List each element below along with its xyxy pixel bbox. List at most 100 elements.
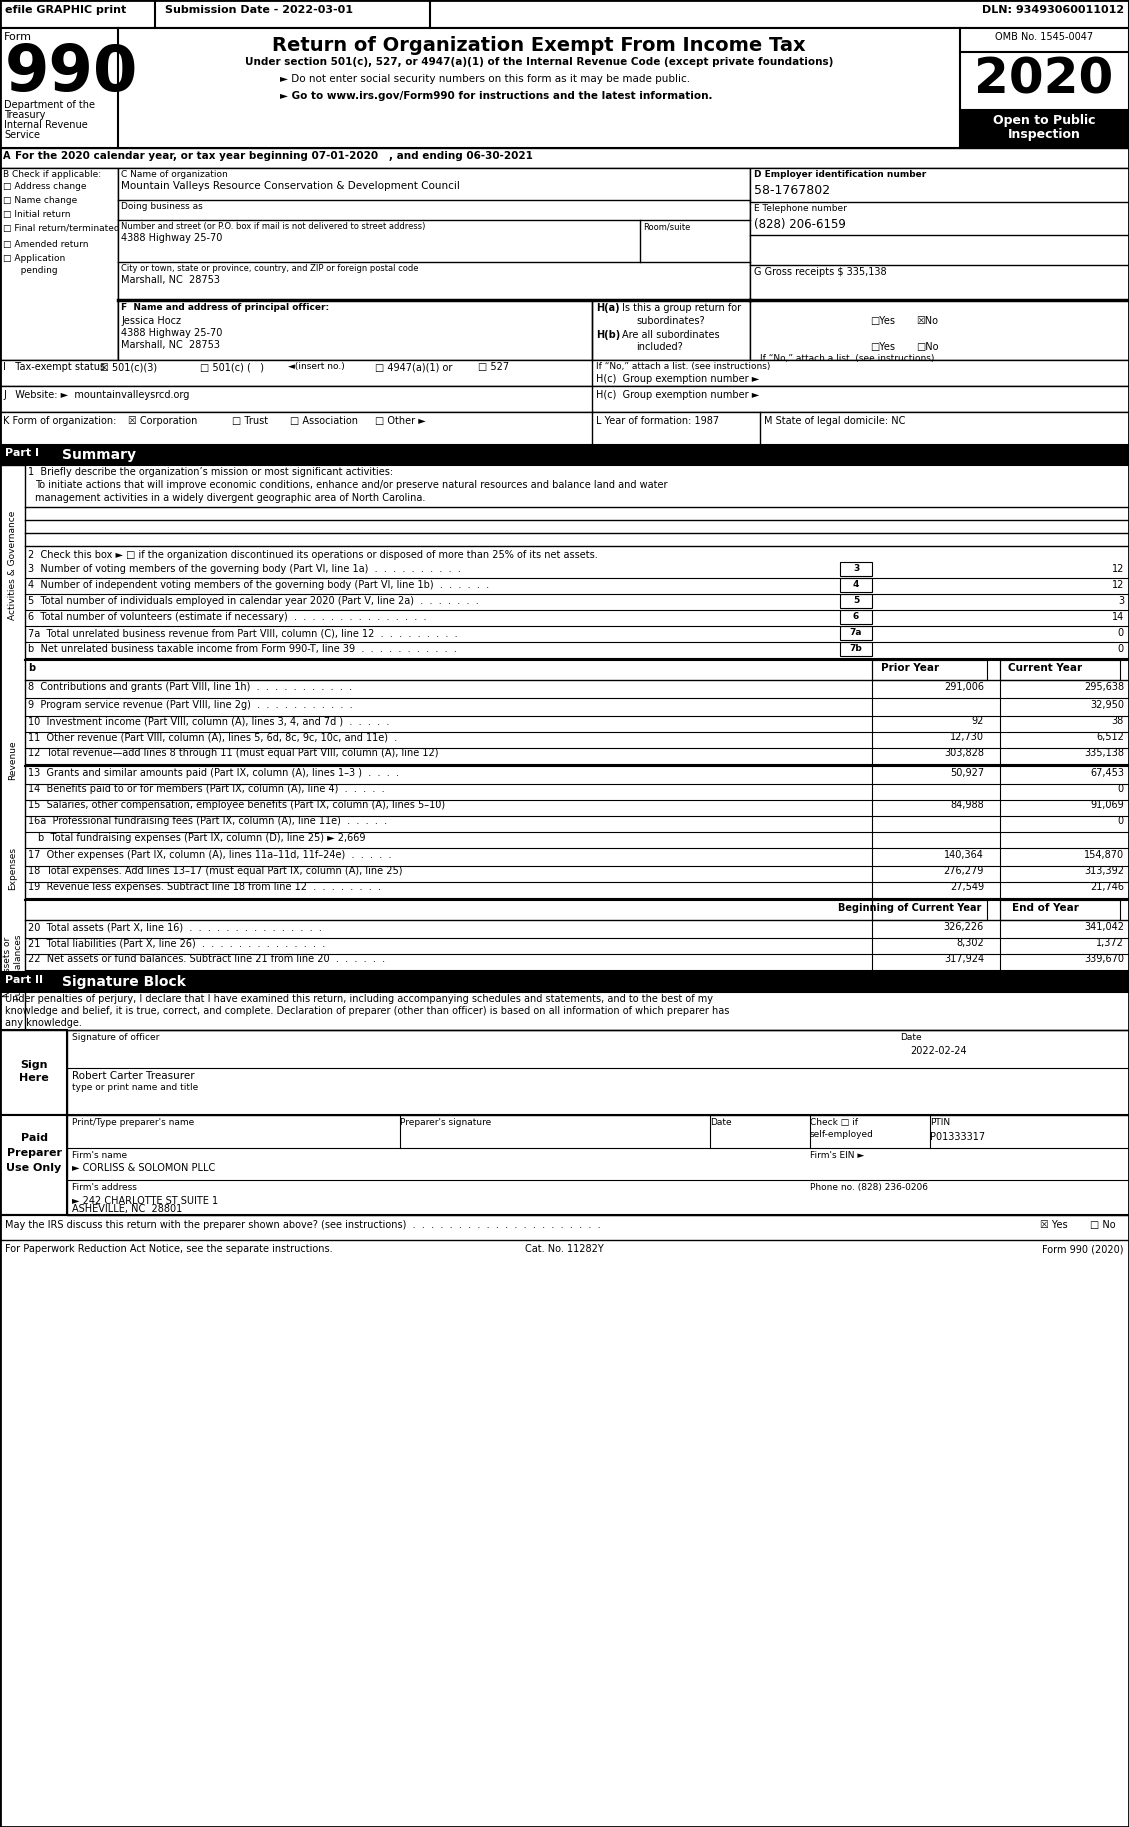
Text: ☒ Corporation: ☒ Corporation <box>128 417 198 426</box>
Text: 27,549: 27,549 <box>949 882 984 892</box>
Text: F  Name and address of principal officer:: F Name and address of principal officer: <box>121 303 330 312</box>
Text: 8,302: 8,302 <box>956 937 984 948</box>
Text: C Name of organization: C Name of organization <box>121 170 228 179</box>
Text: If “No,” attach a list. (see instructions): If “No,” attach a list. (see instruction… <box>760 354 935 364</box>
Text: any knowledge.: any knowledge. <box>5 1018 82 1029</box>
Text: Cat. No. 11282Y: Cat. No. 11282Y <box>525 1244 603 1253</box>
Text: efile GRAPHIC print: efile GRAPHIC print <box>5 5 126 15</box>
Text: 6,512: 6,512 <box>1096 733 1124 742</box>
Bar <box>0 168 119 360</box>
Text: □ Application: □ Application <box>3 254 65 263</box>
Text: 140,364: 140,364 <box>944 850 984 861</box>
Text: b: b <box>28 663 35 672</box>
Text: □ Amended return: □ Amended return <box>3 239 88 248</box>
Text: Return of Organization Exempt From Income Tax: Return of Organization Exempt From Incom… <box>272 37 806 55</box>
Text: OMB No. 1545-0047: OMB No. 1545-0047 <box>995 33 1093 42</box>
Text: 91,069: 91,069 <box>1091 800 1124 809</box>
Text: 5  Total number of individuals employed in calendar year 2020 (Part V, line 2a) : 5 Total number of individuals employed i… <box>28 596 479 607</box>
Bar <box>872 660 987 680</box>
Text: Department of the: Department of the <box>5 100 95 110</box>
Text: Preparer's signature: Preparer's signature <box>400 1118 491 1127</box>
Text: 1  Briefly describe the organization’s mission or most significant activities:: 1 Briefly describe the organization’s mi… <box>28 468 393 477</box>
Bar <box>840 610 872 625</box>
Text: 9  Program service revenue (Part VIII, line 2g)  .  .  .  .  .  .  .  .  .  .  .: 9 Program service revenue (Part VIII, li… <box>28 700 352 711</box>
Text: If “No,” attach a list. (see instructions): If “No,” attach a list. (see instruction… <box>596 362 770 371</box>
Text: Service: Service <box>5 130 40 141</box>
Text: B Check if applicable:: B Check if applicable: <box>3 170 102 179</box>
Text: Net Assets or
Fund Balances: Net Assets or Fund Balances <box>3 934 23 999</box>
Text: 326,226: 326,226 <box>944 923 984 932</box>
Text: Open to Public: Open to Public <box>992 113 1095 128</box>
Bar <box>0 446 1129 466</box>
Text: Number and street (or P.O. box if mail is not delivered to street address): Number and street (or P.O. box if mail i… <box>121 223 426 230</box>
Text: Date: Date <box>900 1032 921 1041</box>
Bar <box>1000 660 1120 680</box>
Text: Form: Form <box>5 33 32 42</box>
Text: 3: 3 <box>1118 596 1124 607</box>
Bar <box>0 466 25 1091</box>
Bar <box>750 168 1129 360</box>
Text: L Year of formation: 1987: L Year of formation: 1987 <box>596 417 719 426</box>
Bar <box>0 972 1129 992</box>
Text: knowledge and belief, it is true, correct, and complete. Declaration of preparer: knowledge and belief, it is true, correc… <box>5 1007 729 1016</box>
Text: 67,453: 67,453 <box>1089 767 1124 778</box>
Text: I   Tax-exempt status:: I Tax-exempt status: <box>3 362 108 373</box>
Text: Marshall, NC  28753: Marshall, NC 28753 <box>121 276 220 285</box>
Text: 3  Number of voting members of the governing body (Part VI, line 1a)  .  .  .  .: 3 Number of voting members of the govern… <box>28 565 461 574</box>
Text: G Gross receipts $ 335,138: G Gross receipts $ 335,138 <box>754 267 886 278</box>
Text: b  Net unrelated business taxable income from Form 990-T, line 39  .  .  .  .  .: b Net unrelated business taxable income … <box>28 643 457 654</box>
Text: H(a): H(a) <box>596 303 620 312</box>
Text: 317,924: 317,924 <box>944 954 984 965</box>
Text: 58-1767802: 58-1767802 <box>754 185 830 197</box>
Text: 1,372: 1,372 <box>1096 937 1124 948</box>
Text: 335,138: 335,138 <box>1084 747 1124 758</box>
Text: □ Name change: □ Name change <box>3 195 77 205</box>
Bar <box>840 563 872 576</box>
Text: DLN: 93493060011012: DLN: 93493060011012 <box>982 5 1124 15</box>
Text: Paid: Paid <box>20 1133 47 1144</box>
Text: 84,988: 84,988 <box>951 800 984 809</box>
Bar <box>0 1030 67 1114</box>
Text: Current Year: Current Year <box>1008 663 1082 672</box>
Text: M State of legal domicile: NC: M State of legal domicile: NC <box>764 417 905 426</box>
Text: 4388 Highway 25-70: 4388 Highway 25-70 <box>121 234 222 243</box>
Text: Are all subordinates: Are all subordinates <box>622 331 719 340</box>
Text: 21,746: 21,746 <box>1089 882 1124 892</box>
Text: 20  Total assets (Part X, line 16)  .  .  .  .  .  .  .  .  .  .  .  .  .  .  .: 20 Total assets (Part X, line 16) . . . … <box>28 923 322 932</box>
Text: □ 501(c) (   ): □ 501(c) ( ) <box>200 362 264 373</box>
Bar <box>67 1114 1129 1215</box>
Text: 4  Number of independent voting members of the governing body (Part VI, line 1b): 4 Number of independent voting members o… <box>28 579 489 590</box>
Bar <box>840 627 872 639</box>
Text: Sign: Sign <box>20 1060 47 1071</box>
Text: 7a  Total unrelated business revenue from Part VIII, column (C), line 12  .  .  : 7a Total unrelated business revenue from… <box>28 628 457 638</box>
Text: Use Only: Use Only <box>7 1164 62 1173</box>
Text: 4: 4 <box>852 579 859 588</box>
Text: 339,670: 339,670 <box>1084 954 1124 965</box>
Text: 0: 0 <box>1118 784 1124 795</box>
Text: □No: □No <box>916 342 938 353</box>
Text: 12  Total revenue—add lines 8 through 11 (must equal Part VIII, column (A), line: 12 Total revenue—add lines 8 through 11 … <box>28 747 438 758</box>
Text: 341,042: 341,042 <box>1084 923 1124 932</box>
Text: 12: 12 <box>1112 565 1124 574</box>
Text: 18  Total expenses. Add lines 13–17 (must equal Part IX, column (A), line 25): 18 Total expenses. Add lines 13–17 (must… <box>28 866 403 875</box>
Text: Under penalties of perjury, I declare that I have examined this return, includin: Under penalties of perjury, I declare th… <box>5 994 714 1005</box>
Text: □ Initial return: □ Initial return <box>3 210 70 219</box>
Text: J   Website: ►  mountainvalleysrcd.org: J Website: ► mountainvalleysrcd.org <box>3 389 190 400</box>
Text: 19  Revenue less expenses. Subtract line 18 from line 12  .  .  .  .  .  .  .  .: 19 Revenue less expenses. Subtract line … <box>28 882 380 892</box>
Text: PTIN: PTIN <box>930 1118 951 1127</box>
Bar <box>872 901 987 921</box>
Text: Robert Carter Treasurer: Robert Carter Treasurer <box>72 1071 194 1082</box>
Text: 16a  Professional fundraising fees (Part IX, column (A), line 11e)  .  .  .  .  : 16a Professional fundraising fees (Part … <box>28 817 387 826</box>
Text: 12,730: 12,730 <box>949 733 984 742</box>
Text: 313,392: 313,392 <box>1084 866 1124 875</box>
Text: Part II: Part II <box>5 976 43 985</box>
Text: 291,006: 291,006 <box>944 681 984 692</box>
Text: 38: 38 <box>1112 716 1124 725</box>
Bar <box>1000 901 1120 921</box>
Text: Print/Type preparer's name: Print/Type preparer's name <box>72 1118 194 1127</box>
Text: 7a: 7a <box>850 628 863 638</box>
Text: 11  Other revenue (Part VIII, column (A), lines 5, 6d, 8c, 9c, 10c, and 11e)  .: 11 Other revenue (Part VIII, column (A),… <box>28 733 397 742</box>
Text: 276,279: 276,279 <box>944 866 984 875</box>
Text: 50,927: 50,927 <box>949 767 984 778</box>
Text: Revenue: Revenue <box>9 740 18 780</box>
